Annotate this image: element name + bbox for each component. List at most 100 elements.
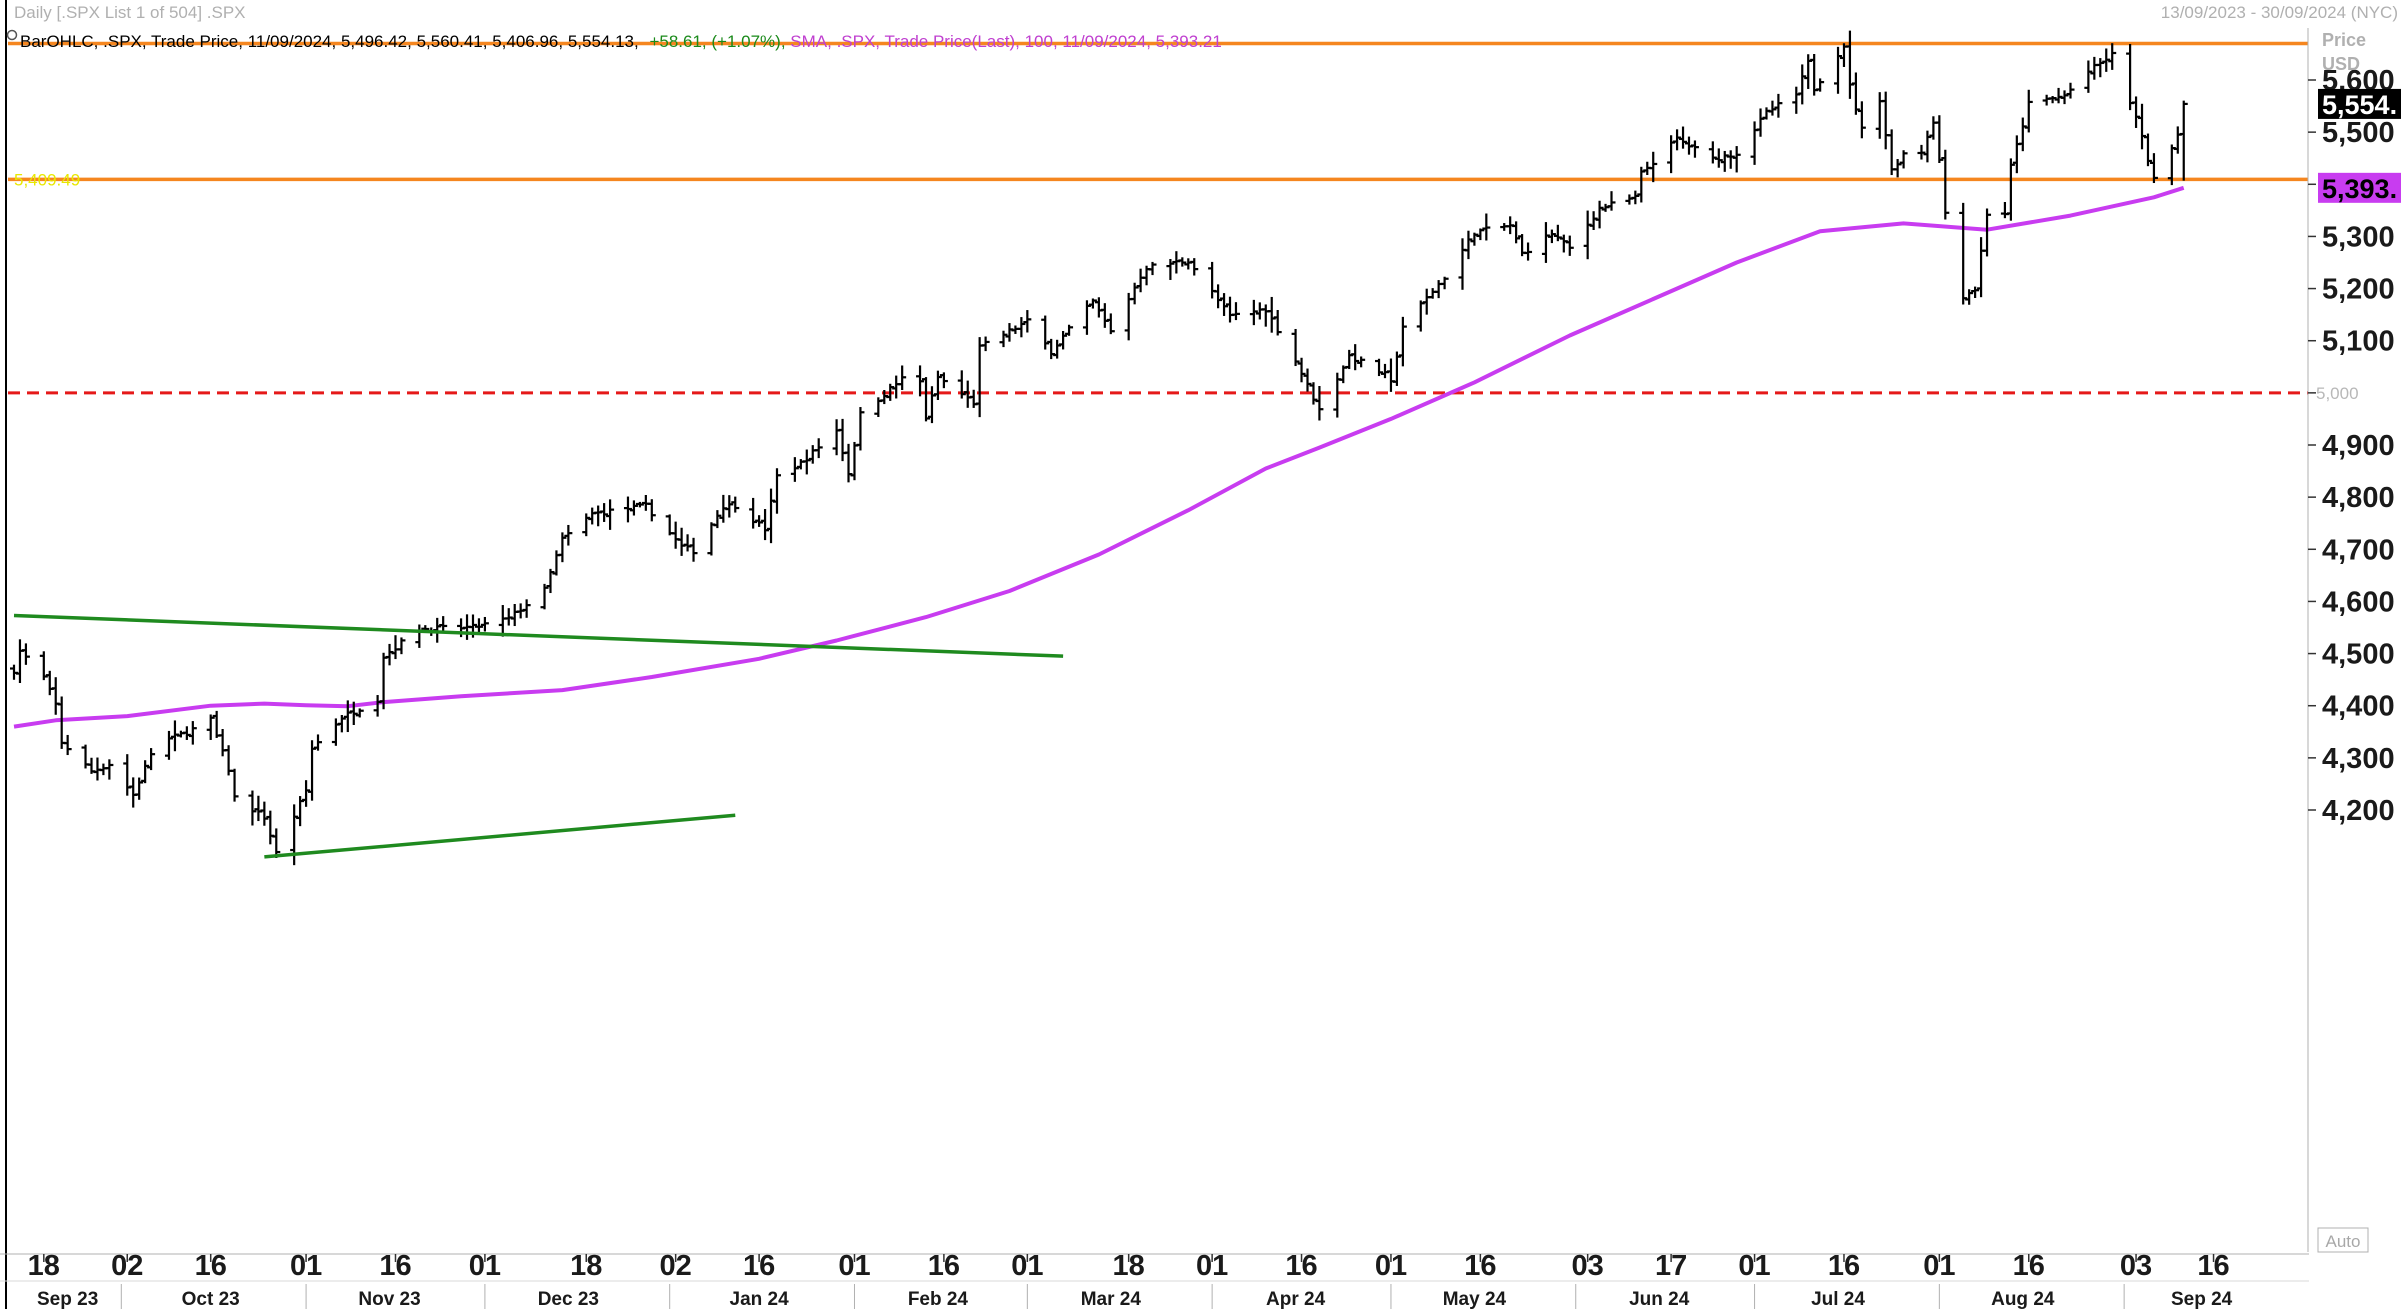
ohlc-bar [2018, 117, 2027, 152]
y-tick-label: 4,800 [2322, 482, 2395, 514]
ohlc-bar [856, 407, 865, 451]
ohlc-bar [564, 524, 573, 546]
auto-scale-button[interactable]: Auto [2317, 1227, 2369, 1253]
ohlc-bar [707, 522, 716, 556]
x-month-label: Nov 23 [358, 1289, 420, 1309]
y-tick-label: 4,200 [2322, 795, 2395, 827]
ohlc-bar [1476, 228, 1485, 241]
ohlc-bar [1726, 150, 1735, 169]
ohlc-bar [272, 828, 281, 858]
ohlc-bar [147, 748, 156, 771]
ohlc-bar [1929, 116, 1938, 140]
ohlc-bar [844, 443, 853, 483]
ohlc-bar [1756, 108, 1765, 137]
ohlc-bar [1857, 101, 1866, 139]
ohlc-bar [677, 527, 686, 556]
ohlc-bar [2173, 126, 2182, 154]
sma-100-line [13, 185, 2185, 729]
ohlc-bar [2024, 89, 2033, 133]
ohlc-bar [1464, 230, 1473, 260]
ohlc-bar [1547, 229, 1556, 244]
ohlc-bar [969, 389, 978, 408]
ohlc-bar [582, 513, 591, 537]
ohlc-bar [558, 532, 567, 563]
ohlc-bar [1595, 200, 1604, 229]
ohlc-bar [1005, 323, 1014, 342]
ohlc-bar [683, 534, 692, 552]
ohlc-bar [1762, 107, 1771, 120]
ohlc-bar [1774, 93, 1783, 118]
ohlc-bar [2090, 56, 2099, 80]
ohlc-bar [1351, 344, 1360, 371]
y-tick-label: 4,500 [2322, 639, 2395, 671]
ohlc-bar [1190, 258, 1199, 276]
last-price-badge-text: 5,554. [2322, 90, 2397, 120]
x-tick-label: 16 [1464, 1250, 1496, 1282]
ohlc-bar [1261, 304, 1270, 327]
ohlc-bar [2102, 48, 2111, 72]
ohlc-bar [689, 537, 698, 562]
ohlc-bar [1845, 30, 1854, 99]
sma-line-group [13, 185, 2185, 729]
x-tick-label: 02 [111, 1250, 143, 1282]
ohlc-bar [1136, 268, 1145, 293]
upper-trendline [13, 613, 1064, 658]
x-tick-label: 03 [1572, 1250, 1604, 1282]
ohlc-bar [105, 759, 114, 780]
ohlc-bar [2054, 87, 2063, 104]
ohlc-bar [1625, 194, 1634, 205]
ohlc-bar [1792, 86, 1801, 114]
ohlc-bar [51, 677, 60, 715]
sma-value-badge-bg [2318, 172, 2401, 203]
ohlc-bar [1172, 251, 1181, 274]
ohlc-bar [2126, 44, 2135, 111]
ohlc-bar [713, 510, 722, 529]
ohlc-bar [1214, 284, 1223, 309]
x-month-label: Sep 23 [37, 1289, 98, 1309]
ohlc-bar [1458, 238, 1467, 290]
ohlc-bar [391, 635, 400, 660]
support-5000-line-label: 5,000 [2316, 384, 2359, 403]
x-tick-label: 01 [1011, 1250, 1043, 1282]
ohlc-bar [922, 377, 931, 422]
ohlc-bar [248, 790, 257, 826]
sma-value-badge-text: 5,393. [2322, 174, 2397, 204]
currency-label: USD [2322, 54, 2360, 74]
y-tick-label: 5,300 [2322, 221, 2395, 253]
y-tick-label: 5,100 [2322, 326, 2395, 358]
x-tick-label: 01 [290, 1250, 322, 1282]
ohlc-bar [1541, 222, 1550, 263]
ohlc-bar [546, 568, 555, 594]
ohlc-bar [671, 521, 680, 549]
legend-ohlc-settings-icon[interactable] [6, 29, 18, 41]
ohlc-bar [1434, 280, 1443, 299]
ohlc-bar [349, 701, 358, 725]
ohlc-bar [2084, 60, 2093, 93]
ohlc-bar [1768, 100, 1777, 116]
ohlc-bar [510, 604, 519, 627]
ohlc-bar [1798, 64, 1807, 105]
ohlc-bar [957, 370, 966, 399]
ohlc-bar [1983, 208, 1992, 257]
ohlc-bar [182, 726, 191, 740]
ohlc-bar [373, 695, 382, 717]
ohlc-bar [2132, 96, 2141, 128]
reference-lines: 5,409.49 5,000 [8, 41, 2359, 403]
ohlc-bar [647, 499, 656, 522]
ohlc-bar [480, 616, 489, 632]
ohlc-bar [802, 449, 811, 475]
ohlc-bar [594, 505, 603, 527]
x-month-label: Jan 24 [730, 1289, 790, 1309]
x-month-label: Aug 24 [1991, 1289, 2055, 1309]
ohlc-bar [254, 795, 263, 822]
ohlc-bar [39, 651, 48, 681]
ohlc-bar [761, 509, 770, 541]
ohlc-bar [1750, 121, 1759, 165]
ohlc-bar [725, 495, 734, 518]
ohlc-bar [1816, 78, 1825, 92]
ohlc-bar [755, 515, 764, 527]
ohlc-bar [1965, 289, 1974, 305]
ohlc-bar [850, 441, 859, 481]
